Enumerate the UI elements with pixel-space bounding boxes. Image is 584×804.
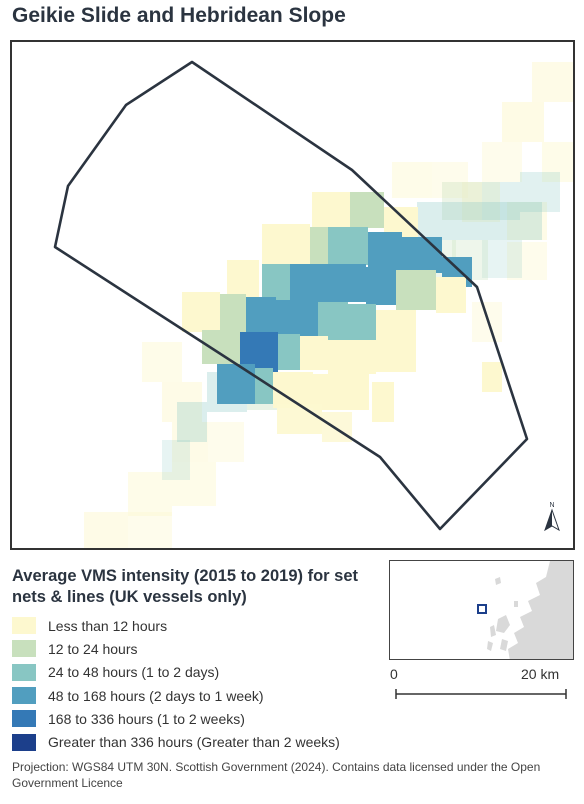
intensity-cell (376, 310, 416, 344)
intensity-cell (177, 402, 207, 442)
intensity-cell (208, 422, 244, 462)
intensity-cell (436, 277, 466, 313)
intensity-cell (328, 264, 366, 302)
legend-item-168-336h: 168 to 336 hours (1 to 2 weeks) (12, 707, 340, 730)
map-title: Geikie Slide and Hebridean Slope (12, 4, 346, 27)
legend: Less than 12 hours 12 to 24 hours 24 to … (12, 614, 340, 754)
legend-swatch (12, 687, 36, 705)
intensity-cell (376, 342, 416, 372)
intensity-cell (262, 264, 290, 302)
scale-end-label: 20 km (521, 666, 560, 682)
intensity-cell (217, 364, 255, 404)
intensity-cell (472, 302, 502, 342)
intensity-cell (497, 202, 542, 240)
intensity-cell (84, 512, 128, 548)
legend-swatch (12, 733, 36, 751)
intensity-cell (172, 422, 208, 462)
legend-item-less-12h: Less than 12 hours (12, 614, 340, 637)
intensity-cell (290, 264, 328, 302)
intensity-cell (507, 202, 547, 240)
intensity-cell (348, 304, 376, 342)
intensity-cell (462, 182, 500, 222)
intensity-cell (220, 294, 246, 336)
legend-label: 168 to 336 hours (1 to 2 weeks) (48, 710, 245, 727)
intensity-cell (392, 162, 432, 198)
vms-intensity-grid (84, 62, 573, 548)
legend-label: 48 to 168 hours (2 days to 1 week) (48, 687, 264, 704)
intensity-cell (277, 404, 322, 434)
intensity-cell (417, 202, 457, 240)
intensity-cell (313, 374, 369, 410)
intensity-cell (432, 162, 468, 198)
map-canvas[interactable]: N (12, 42, 575, 550)
intensity-cell (255, 368, 273, 404)
intensity-cell (372, 382, 394, 422)
intensity-cell (246, 297, 276, 337)
intensity-cell (366, 267, 396, 305)
inset-land (487, 561, 573, 659)
site-location-marker (477, 604, 487, 614)
legend-label: Less than 12 hours (48, 617, 168, 634)
intensity-cell (507, 242, 547, 280)
intensity-cell (482, 182, 520, 220)
legend-item-12-24h: 12 to 24 hours (12, 637, 340, 660)
legend-item-24-48h: 24 to 48 hours (1 to 2 days) (12, 661, 340, 684)
site-boundary (53, 60, 529, 531)
scale-bar (395, 689, 567, 699)
intensity-cell (312, 192, 350, 228)
map-frame[interactable]: N (10, 40, 575, 550)
intensity-cell (502, 102, 544, 142)
intensity-cell (328, 340, 376, 374)
intensity-cell (172, 462, 216, 506)
legend-label: 24 to 48 hours (1 to 2 days) (48, 664, 220, 681)
intensity-cell (182, 292, 220, 332)
legend-swatch (12, 617, 36, 635)
legend-label: Greater than 336 hours (Greater than 2 w… (48, 734, 340, 751)
intensity-cell (128, 512, 172, 548)
intensity-cell (482, 362, 502, 392)
north-arrow-label: N (549, 502, 554, 509)
north-arrow-icon: N (544, 502, 560, 532)
legend-swatch (12, 640, 36, 658)
intensity-cell (532, 62, 573, 102)
legend-title: Average VMS intensity (2015 to 2019) for… (12, 567, 359, 606)
intensity-cell (278, 334, 300, 370)
intensity-cell (262, 224, 310, 264)
intensity-cell (482, 142, 522, 182)
intensity-cell (396, 270, 436, 310)
legend-item-48-168h: 48 to 168 hours (2 days to 1 week) (12, 684, 340, 707)
intensity-cell (142, 342, 182, 382)
intensity-cell (273, 372, 313, 408)
intensity-cell (402, 237, 442, 273)
intensity-cell (520, 172, 560, 212)
intensity-cell (310, 227, 328, 265)
locator-inset-map (389, 560, 574, 660)
intensity-cell (162, 382, 202, 422)
intensity-cell (276, 300, 318, 340)
intensity-cell (328, 227, 368, 265)
intensity-cell (457, 202, 497, 240)
intensity-cell (368, 232, 402, 270)
intensity-cell (542, 142, 573, 182)
legend-item-over-336h: Greater than 336 hours (Greater than 2 w… (12, 730, 340, 753)
intensity-cell (442, 182, 482, 220)
source-note: Projection: WGS84 UTM 30N. Scottish Gove… (12, 760, 541, 790)
legend-swatch (12, 710, 36, 728)
legend-label: 12 to 24 hours (48, 640, 138, 657)
intensity-cell (162, 440, 190, 480)
scale-start-label: 0 (390, 666, 398, 682)
legend-swatch (12, 663, 36, 681)
intensity-cell (482, 240, 522, 278)
intensity-cell (318, 302, 348, 342)
intensity-cell (350, 192, 384, 228)
intensity-cell (128, 472, 172, 516)
intensity-cell (300, 336, 328, 370)
